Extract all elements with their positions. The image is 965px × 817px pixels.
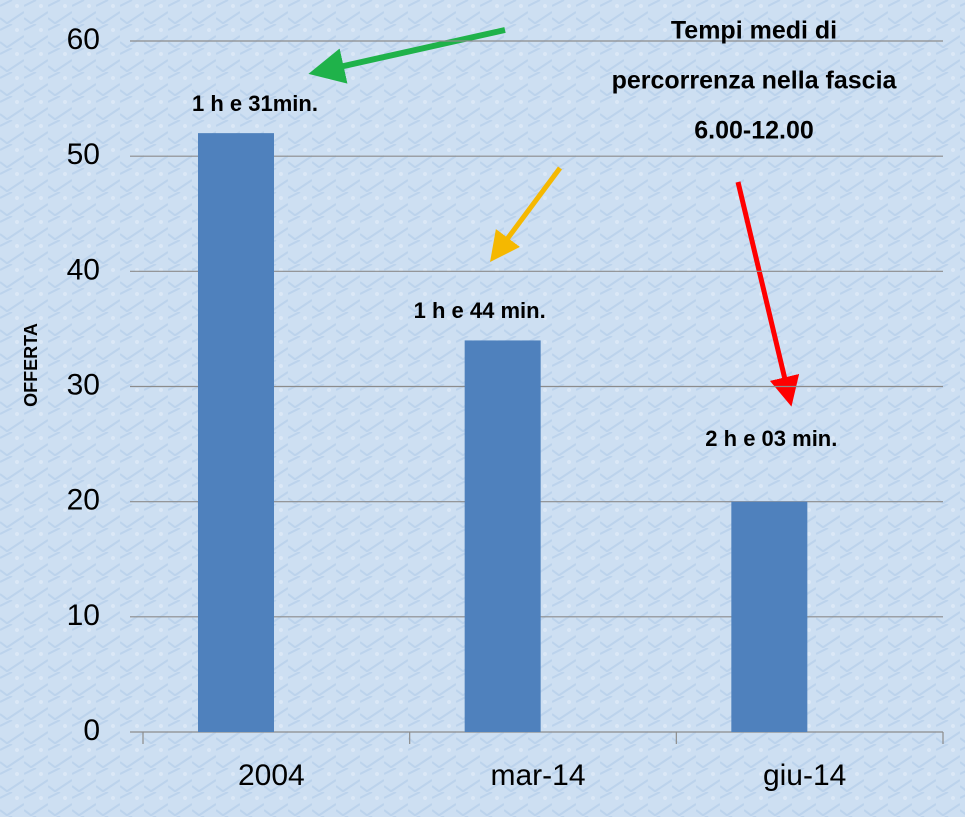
bar xyxy=(731,501,808,732)
arrow xyxy=(490,166,563,263)
annotation: 6.00-12.00 xyxy=(694,117,814,145)
bar xyxy=(464,340,541,732)
x-tick-label: giu-14 xyxy=(763,759,846,792)
y-tick-label: 30 xyxy=(67,368,100,401)
y-tick-label: 40 xyxy=(67,253,100,286)
x-tick-label: 2004 xyxy=(238,759,305,792)
arrow xyxy=(308,27,506,84)
y-tick-label: 60 xyxy=(67,23,100,56)
annotation: percorrenza nella fascia xyxy=(612,67,898,95)
bar xyxy=(198,133,274,733)
bar-annotation: 1 h e 44 min. xyxy=(414,298,546,323)
y-axis-label: OFFERTA xyxy=(21,323,41,407)
x-tick-label: mar-14 xyxy=(490,759,585,792)
y-tick-label: 20 xyxy=(67,484,100,517)
arrow xyxy=(735,181,800,407)
y-tick-label: 0 xyxy=(83,714,100,747)
bar-annotation: 2 h e 03 min. xyxy=(705,426,837,451)
bar-annotation: 1 h e 31min. xyxy=(192,91,318,116)
y-tick-label: 50 xyxy=(67,138,100,171)
annotation: Tempi medi di xyxy=(671,17,837,45)
y-tick-label: 10 xyxy=(67,599,100,632)
